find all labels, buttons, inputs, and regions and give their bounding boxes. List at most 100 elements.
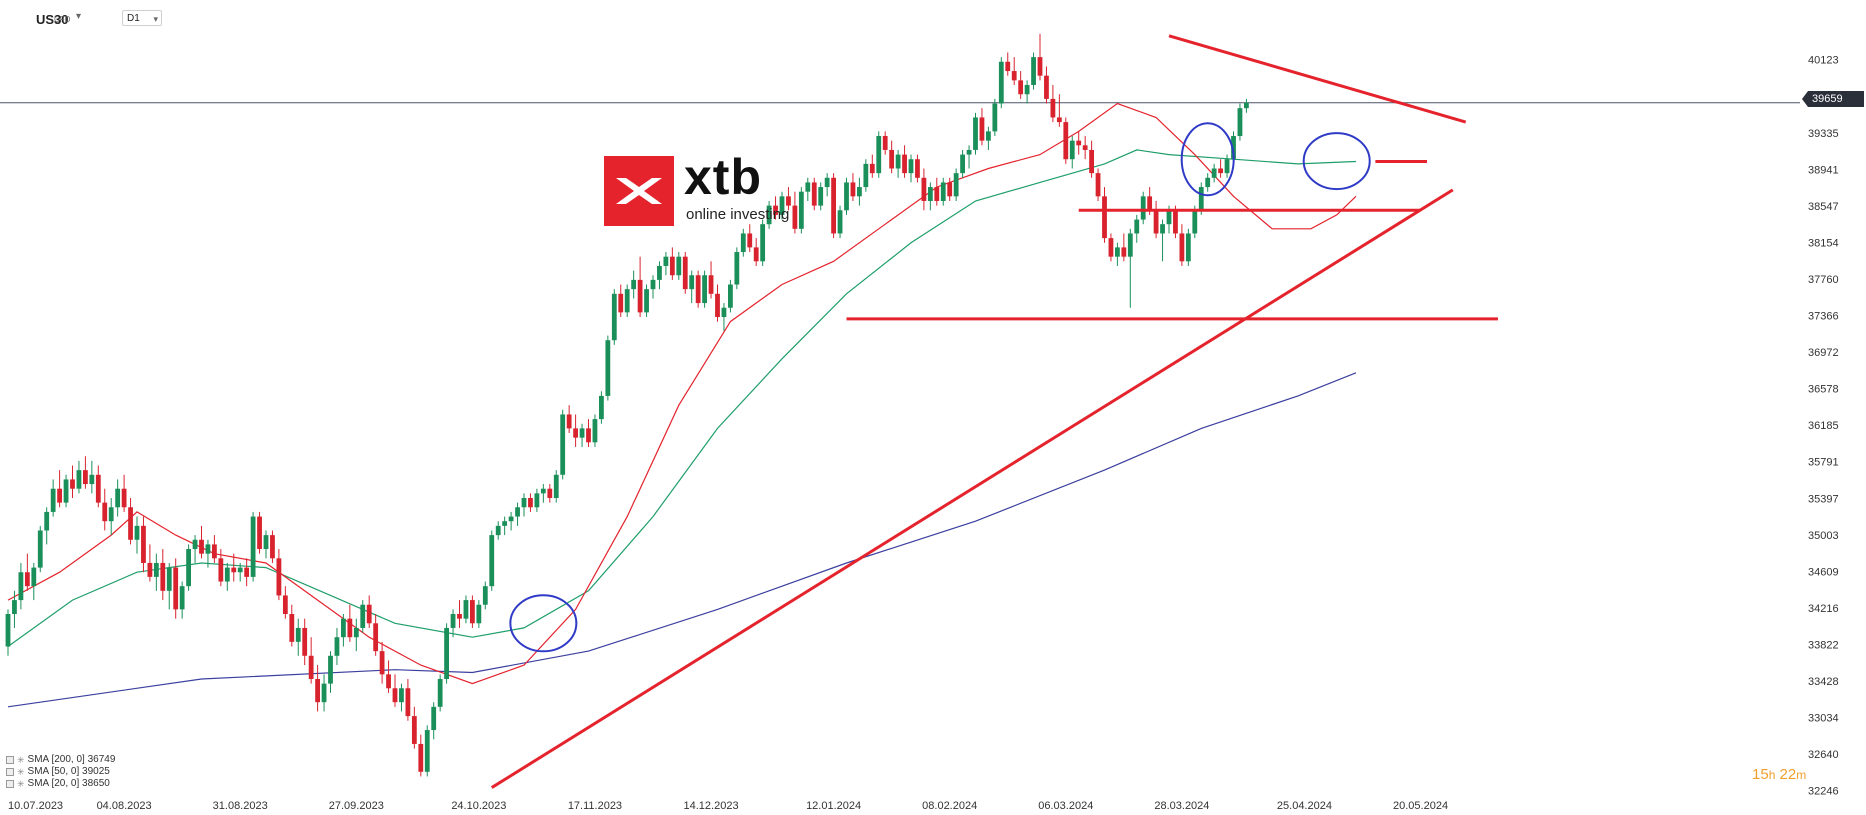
legend-item[interactable]: ✳ SMA [50, 0] 39025 bbox=[6, 766, 115, 778]
candle-body bbox=[831, 177, 836, 234]
candle-body bbox=[431, 706, 437, 731]
highlight-circle bbox=[509, 594, 578, 653]
candle-body bbox=[618, 293, 624, 313]
candle-countdown: 15h 22m bbox=[1752, 766, 1806, 783]
candle-body bbox=[824, 177, 830, 188]
candle-body bbox=[631, 279, 637, 290]
candle-body bbox=[605, 340, 611, 396]
candle-body bbox=[115, 488, 121, 508]
candle-body bbox=[895, 154, 901, 169]
y-tick-label: 34609 bbox=[1808, 566, 1839, 578]
candle-body bbox=[1205, 177, 1211, 188]
candle-body bbox=[844, 182, 849, 211]
candle-body bbox=[553, 474, 559, 498]
candle-body bbox=[199, 539, 204, 554]
candle-body bbox=[798, 191, 804, 229]
candle-body bbox=[1140, 196, 1146, 220]
candle-body bbox=[141, 525, 146, 563]
candle-body bbox=[657, 265, 662, 280]
candle-body bbox=[1018, 80, 1024, 95]
candle-body bbox=[540, 488, 546, 494]
y-tick-label: 40123 bbox=[1808, 55, 1839, 67]
y-tick-label: 34216 bbox=[1808, 603, 1839, 615]
candle-body bbox=[321, 683, 327, 703]
indicator-icon bbox=[6, 768, 14, 776]
candle-body bbox=[353, 627, 359, 638]
x-tick-label: 20.05.2024 bbox=[1393, 800, 1448, 812]
candle-body bbox=[482, 586, 488, 605]
candle-body bbox=[76, 470, 82, 489]
candle-body bbox=[257, 516, 262, 550]
candle-body bbox=[579, 428, 585, 438]
candle-body bbox=[728, 284, 733, 308]
candle-body bbox=[889, 149, 895, 169]
candle-body bbox=[850, 182, 856, 197]
candle-body bbox=[882, 136, 888, 150]
candle-body bbox=[1076, 140, 1082, 146]
visibility-icon[interactable]: ✳ bbox=[17, 767, 25, 777]
candle-body bbox=[276, 558, 282, 596]
y-tick-label: 38547 bbox=[1808, 201, 1839, 213]
candle-body bbox=[721, 307, 727, 318]
candle-body bbox=[682, 256, 688, 290]
y-tick-label: 33822 bbox=[1808, 639, 1839, 651]
candle-body bbox=[386, 674, 391, 689]
candle-body bbox=[302, 627, 308, 656]
candle-body bbox=[1198, 187, 1204, 211]
candle-body bbox=[902, 154, 907, 174]
y-tick-label: 38154 bbox=[1808, 237, 1839, 249]
candle-body bbox=[837, 210, 843, 234]
y-tick-label: 37760 bbox=[1808, 274, 1839, 286]
symbol-label[interactable]: US30 bbox=[36, 12, 69, 27]
logo-tagline: online investing bbox=[686, 206, 790, 223]
candle-body bbox=[1185, 233, 1191, 262]
legend-item[interactable]: ✳ SMA [20, 0] 38650 bbox=[6, 778, 115, 790]
candle-body bbox=[747, 233, 753, 248]
candle-body bbox=[108, 507, 114, 522]
visibility-icon[interactable]: ✳ bbox=[17, 779, 25, 789]
candle-body bbox=[347, 618, 353, 638]
candle-body bbox=[83, 470, 88, 485]
candle-body bbox=[457, 614, 462, 619]
candle-body bbox=[212, 544, 217, 559]
candle-body bbox=[786, 196, 791, 206]
candle-body bbox=[1127, 233, 1133, 257]
candle-body bbox=[237, 567, 243, 573]
candle-body bbox=[792, 205, 798, 229]
candle-body bbox=[586, 428, 591, 443]
candle-body bbox=[1218, 168, 1223, 174]
candle-body bbox=[1069, 140, 1075, 160]
candle-body bbox=[270, 535, 275, 559]
candle-body bbox=[1173, 210, 1178, 234]
indicator-icon bbox=[6, 780, 14, 788]
candle-body bbox=[947, 182, 953, 197]
candle-body bbox=[979, 117, 985, 141]
candle-body bbox=[773, 205, 778, 215]
visibility-icon[interactable]: ✳ bbox=[17, 755, 25, 765]
candle-body bbox=[734, 252, 740, 285]
candle-body bbox=[495, 525, 501, 536]
candle-body bbox=[805, 182, 811, 192]
candle-body bbox=[50, 488, 56, 512]
candle-body bbox=[1160, 224, 1165, 234]
candle-body bbox=[708, 275, 714, 294]
timeframe-select[interactable]: D1 ▾ bbox=[122, 10, 162, 26]
y-tick-label: 35791 bbox=[1808, 457, 1839, 469]
x-tick-label: 25.04.2024 bbox=[1277, 800, 1332, 812]
candle-body bbox=[766, 205, 772, 225]
candle-body bbox=[470, 600, 475, 624]
x-tick-label: 06.03.2024 bbox=[1038, 800, 1093, 812]
candle-body bbox=[566, 414, 572, 429]
candle-body bbox=[1005, 61, 1011, 72]
chevron-down-icon[interactable]: ▾ bbox=[76, 11, 82, 22]
legend-item[interactable]: ✳ SMA [200, 0] 36749 bbox=[6, 754, 115, 766]
chart-toolbar: US30 CFD ▾ D1 ▾ bbox=[0, 0, 300, 38]
candle-body bbox=[366, 604, 372, 624]
x-tick-label: 17.11.2023 bbox=[568, 800, 622, 812]
candle-body bbox=[128, 507, 133, 540]
xtb-logo: xtb online investing bbox=[604, 149, 794, 226]
indicator-icon bbox=[6, 756, 14, 764]
x-tick-label: 24.10.2023 bbox=[451, 800, 506, 812]
candle-body bbox=[1037, 57, 1043, 76]
